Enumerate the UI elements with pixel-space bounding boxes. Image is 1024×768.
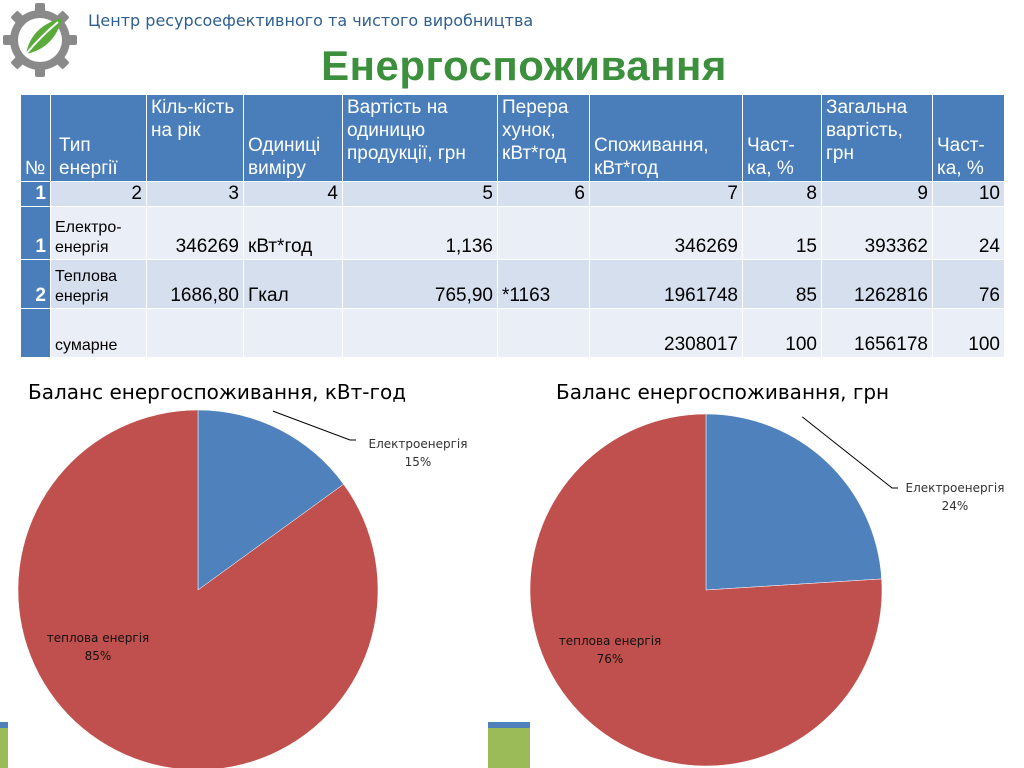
- header-cons: Споживання, кВт*год: [589, 94, 743, 182]
- row-total: 1262816: [821, 259, 933, 309]
- row-price: 765,90: [342, 259, 498, 309]
- slice-label-percent: 76%: [597, 652, 624, 666]
- slice-label-percent: 24%: [942, 499, 969, 513]
- leader-line: [801, 416, 898, 489]
- row-qty: [146, 308, 244, 358]
- chart-title-kwh: Баланс енергоспоживання, кВт-год: [28, 380, 407, 404]
- row-conv: *1163: [497, 259, 590, 309]
- row-share1: 15: [742, 206, 822, 260]
- row-total: 1656178: [821, 308, 933, 358]
- decor-block-middle: [488, 722, 530, 768]
- row-total: 393362: [821, 206, 933, 260]
- slice-label-name: Електроенергія: [369, 437, 468, 451]
- page-title: Енергоспоживання: [321, 42, 727, 89]
- header-price: Вартість на одиницю продукції, грн: [342, 94, 498, 182]
- row-type: Теплова енергія: [50, 259, 147, 309]
- row-share2: 76: [932, 259, 1005, 309]
- decor-block-left: [0, 722, 8, 768]
- index-cell: 7: [589, 181, 743, 207]
- row-unit: [243, 308, 343, 358]
- chart-title-uah: Баланс енергоспоживання, грн: [556, 380, 890, 404]
- row-conv: [497, 206, 590, 260]
- row-type: Електро-енергія: [50, 206, 147, 260]
- table-row-electricity: 1 Електро-енергія 346269 кВт*год 1,136 3…: [20, 206, 1005, 260]
- row-unit: Гкал: [243, 259, 343, 309]
- index-cell: 1: [20, 181, 51, 207]
- slice-label-name: теплова енергія: [47, 631, 150, 645]
- header-conv: Перера хунок, кВт*год: [497, 94, 590, 182]
- row-cons: 1961748: [589, 259, 743, 309]
- slice-label-percent: 15%: [405, 455, 432, 469]
- slice-label-name: Електроенергія: [906, 481, 1005, 495]
- header-share2: Част-ка, %: [932, 94, 1005, 182]
- header-type: Тип енергії: [50, 94, 147, 182]
- pie-slice-heat: [529, 413, 883, 767]
- index-cell: 4: [243, 181, 343, 207]
- org-title: Центр ресурсоефективного та чистого виро…: [88, 11, 534, 30]
- slice-label-percent: 85%: [85, 649, 112, 663]
- pie-slice-electricity: [705, 413, 882, 591]
- table-header-row: № Тип енергії Кіль-кість на рік Одиниці …: [20, 94, 1005, 182]
- slice-label-name: теплова енергія: [559, 634, 662, 648]
- energy-table: № Тип енергії Кіль-кість на рік Одиниці …: [20, 94, 1005, 358]
- header-unit: Одиниці виміру: [243, 94, 343, 182]
- row-cons: 346269: [589, 206, 743, 260]
- pie-chart-uah: Електроенергія 24% теплова енергія 76%: [529, 413, 1005, 767]
- pie-slice-heat: [17, 409, 379, 768]
- row-conv: [497, 308, 590, 358]
- index-cell: 9: [821, 181, 933, 207]
- row-share1: 100: [742, 308, 822, 358]
- row-type: сумарне: [50, 308, 147, 358]
- index-cell: 5: [342, 181, 498, 207]
- table-index-row: 1 2 3 4 5 6 7 8 9 10: [20, 181, 1005, 207]
- row-share1: 85: [742, 259, 822, 309]
- leader-line: [272, 410, 356, 441]
- row-share2: 100: [932, 308, 1005, 358]
- row-share2: 24: [932, 206, 1005, 260]
- row-price: [342, 308, 498, 358]
- index-cell: 2: [50, 181, 147, 207]
- row-num: [20, 308, 51, 358]
- row-num: 2: [20, 259, 51, 309]
- pie-slice-electricity: [197, 409, 344, 591]
- header-num: №: [20, 94, 51, 182]
- header-total: Загальна вартість, грн: [821, 94, 933, 182]
- table-row-total: сумарне 2308017 100 1656178 100: [20, 308, 1005, 358]
- index-cell: 10: [932, 181, 1005, 207]
- row-qty: 346269: [146, 206, 244, 260]
- logo-gear-icon: [3, 3, 77, 77]
- table-row-heat: 2 Теплова енергія 1686,80 Гкал 765,90 *1…: [20, 259, 1005, 309]
- pie-chart-kwh: Електроенергія 15% теплова енергія 85%: [17, 409, 468, 768]
- row-cons: 2308017: [589, 308, 743, 358]
